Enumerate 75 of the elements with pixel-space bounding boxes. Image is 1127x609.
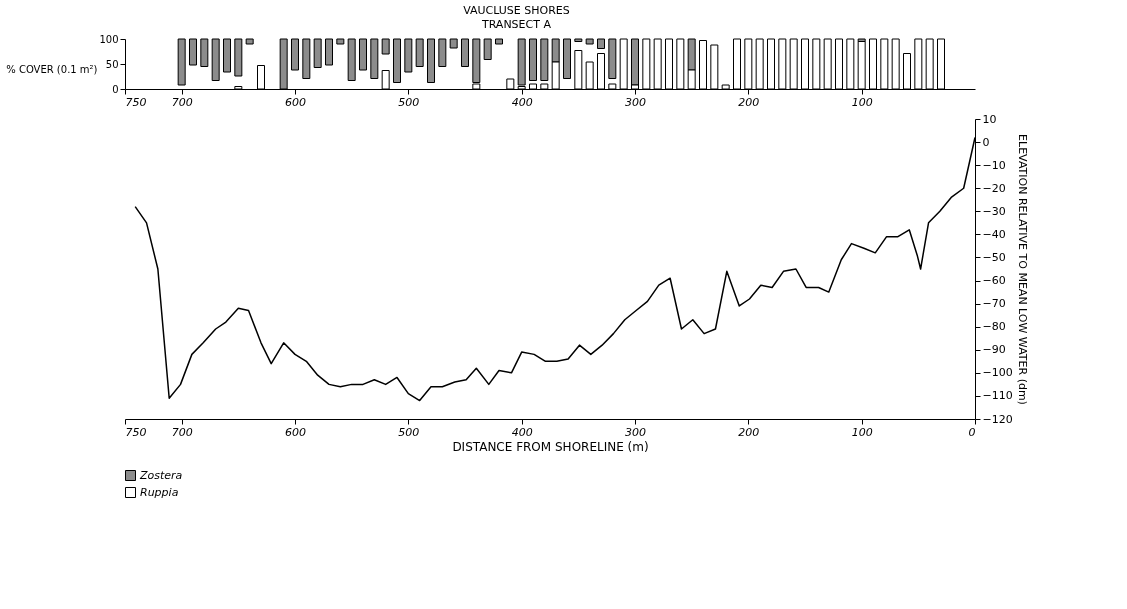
- x-tick-label: 400: [511, 95, 533, 109]
- x-tick-label: 600: [285, 425, 306, 439]
- x-tick-label: 750: [125, 95, 147, 109]
- bar: [574, 38, 583, 42]
- chart-subtitle: TRANSECT A: [480, 18, 552, 31]
- bar: [608, 38, 617, 79]
- x-tick-label: 500: [398, 425, 420, 439]
- x-tick-label: 200: [738, 425, 760, 439]
- y-tick-label: −100: [982, 366, 1013, 380]
- y-tick-label: 10: [982, 112, 997, 126]
- y-tick-label: −70: [982, 297, 1006, 311]
- y-tick-label: 50: [105, 58, 119, 70]
- x-tick-label: 700: [171, 95, 193, 109]
- bar: [483, 38, 492, 60]
- legend-label: Ruppia: [140, 485, 179, 499]
- y-tick-label: −50: [982, 250, 1006, 264]
- bar: [495, 38, 503, 45]
- x-tick-label: 0: [968, 425, 976, 439]
- bar: [393, 38, 401, 83]
- x-tick-label: 300: [625, 425, 646, 439]
- y-tick-label: 100: [99, 33, 119, 45]
- bar: [517, 38, 526, 86]
- bar: [189, 38, 197, 66]
- bar: [597, 38, 605, 49]
- bar: [234, 38, 243, 77]
- bar: [381, 38, 390, 55]
- x-tick-label: 400: [511, 425, 533, 439]
- bar: [449, 38, 458, 49]
- x-tick-label: 750: [125, 425, 147, 439]
- bar: [404, 38, 413, 73]
- bar: [415, 38, 424, 67]
- bar: [200, 38, 209, 67]
- y-tick-label: −80: [982, 320, 1006, 334]
- bar: [529, 38, 537, 81]
- bar: [211, 38, 220, 81]
- bar: [585, 38, 594, 45]
- y-tick-label: 0: [982, 135, 990, 149]
- legend-label: Zostera: [139, 468, 183, 482]
- y-tick-label: 0: [112, 83, 119, 95]
- y-tick-label: −120: [982, 412, 1013, 426]
- bar: [336, 38, 345, 45]
- x-tick-label: 200: [738, 95, 760, 109]
- bar: [291, 38, 299, 71]
- bar: [563, 38, 571, 79]
- bar: [245, 38, 254, 45]
- x-tick-label: 300: [625, 95, 646, 109]
- bar: [631, 38, 639, 86]
- bar: [302, 38, 311, 79]
- y-tick-label: −40: [982, 227, 1006, 241]
- x-tick-label: 600: [285, 95, 306, 109]
- y-tick-label: −30: [982, 204, 1006, 218]
- bar: [313, 38, 322, 68]
- bar: [427, 38, 435, 83]
- bar: [325, 38, 333, 66]
- bar: [223, 38, 231, 73]
- x-tick-label: 100: [851, 425, 873, 439]
- bar: [177, 38, 186, 86]
- y-tick-label: −60: [982, 274, 1006, 288]
- bar: [370, 38, 379, 79]
- chart-title: VAUCLUSE SHORES: [463, 4, 570, 17]
- bar: [540, 38, 549, 81]
- y-tick-label: −110: [982, 389, 1013, 403]
- bar: [461, 38, 469, 67]
- y-axis-title: % COVER (0.1 m²): [6, 63, 98, 75]
- x-tick-label: 500: [398, 95, 420, 109]
- bar: [438, 38, 447, 67]
- y-tick-label: −10: [982, 158, 1006, 172]
- x-tick-label: 100: [851, 95, 873, 109]
- y-axis-title: ELEVATION RELATIVE TO MEAN LOW WATER (dm): [1015, 134, 1029, 405]
- bar: [359, 38, 367, 71]
- bar: [347, 38, 356, 81]
- x-tick-label: 700: [171, 425, 193, 439]
- y-tick-label: −20: [982, 181, 1006, 195]
- y-tick-label: −90: [982, 343, 1006, 357]
- x-axis-title: DISTANCE FROM SHORELINE (m): [452, 439, 649, 454]
